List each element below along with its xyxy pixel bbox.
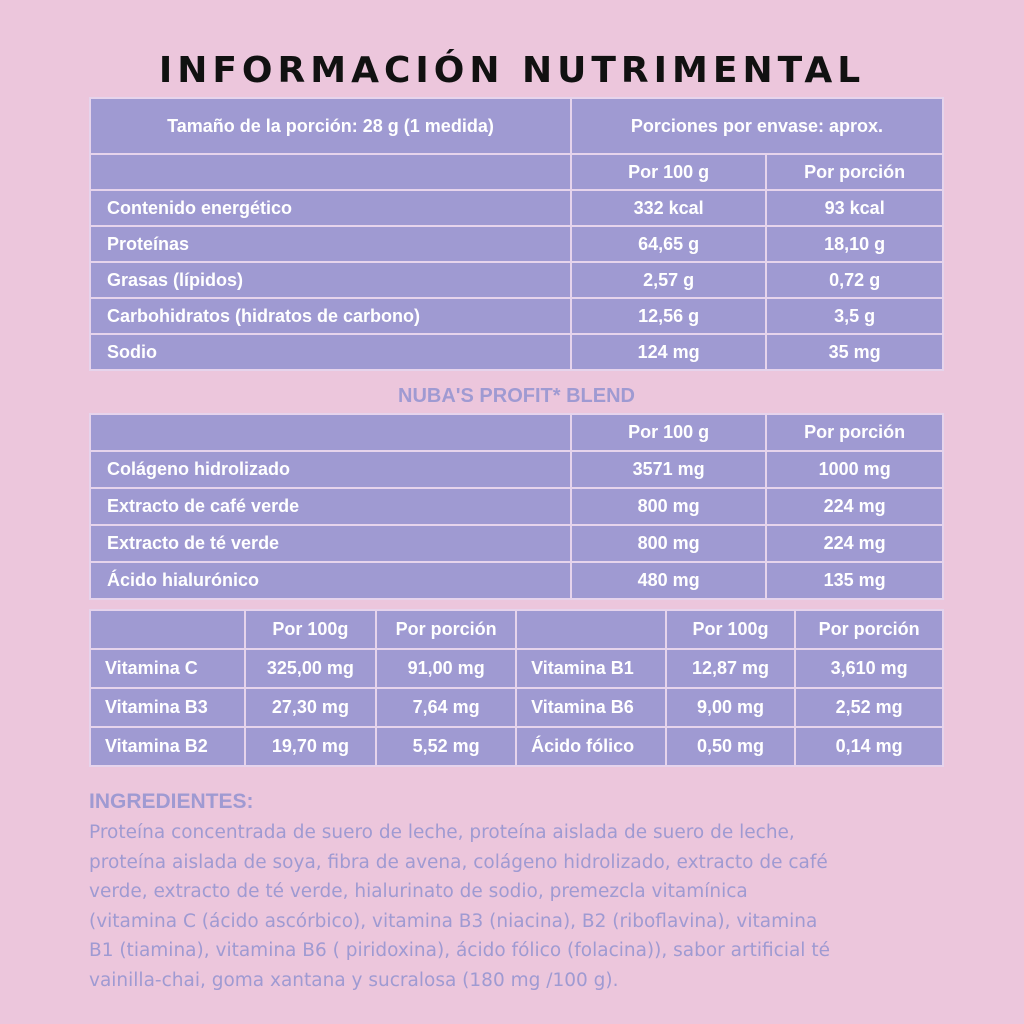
ingredients-line: (vitamina C (ácido ascórbico), vitamina … xyxy=(89,910,818,932)
table-row: Sodio 124 mg 35 mg xyxy=(89,333,944,371)
table-row: Grasas (lípidos) 2,57 g 0,72 g xyxy=(89,261,944,299)
value-per-portion: 2,52 mg xyxy=(794,687,944,728)
value-per-portion: 224 mg xyxy=(765,487,944,526)
value-per-100g: 124 mg xyxy=(569,333,768,371)
value-per-portion: 1000 mg xyxy=(765,450,944,489)
col-header-per-portion: Por porción xyxy=(794,609,944,650)
vitamin-name: Vitamina B6 xyxy=(515,687,667,728)
vitamin-name: Vitamina B2 xyxy=(89,726,246,767)
table-row: Colágeno hidrolizado 3571 mg 1000 mg xyxy=(89,450,944,489)
vitamin-name: Ácido fólico xyxy=(515,726,667,767)
empty-header-cell xyxy=(515,609,667,650)
ingredients-line: Proteína concentrada de suero de leche, … xyxy=(89,822,795,843)
value-per-portion: 93 kcal xyxy=(765,189,944,227)
table-row: Contenido energético 332 kcal 93 kcal xyxy=(89,189,944,227)
ingredients-line: proteína aislada de soya, fibra de avena… xyxy=(89,851,828,873)
value-per-portion: 0,72 g xyxy=(765,261,944,299)
value-per-100g: 480 mg xyxy=(569,561,768,600)
ingredients-text: Proteína concentrada de suero de leche, … xyxy=(89,818,949,995)
value-per-100g: 2,57 g xyxy=(569,261,768,299)
table-row: Vitamina C 325,00 mg 91,00 mg Vitamina B… xyxy=(89,648,944,689)
ingredients-line: B1 (tiamina), vitamina B6 ( piridoxina),… xyxy=(89,940,830,961)
table-header-row: Por 100g Por porción Por 100g Por porció… xyxy=(89,609,944,650)
col-header-per-portion: Por porción xyxy=(375,609,518,650)
vitamin-name: Vitamina B3 xyxy=(89,687,246,728)
blend-table: Por 100 g Por porción Colágeno hidroliza… xyxy=(89,413,944,600)
vitamin-name: Vitamina B1 xyxy=(515,648,667,689)
value-per-portion: 91,00 mg xyxy=(375,648,518,689)
page-title: INFORMACIÓN NUTRIMENTAL xyxy=(158,50,866,91)
value-per-100g: 12,56 g xyxy=(569,297,768,335)
value-per-100g: 3571 mg xyxy=(569,450,768,489)
value-per-100g: 325,00 mg xyxy=(243,648,378,689)
col-header-per-100g: Por 100g xyxy=(664,609,797,650)
table-row: Ácido hialurónico 480 mg 135 mg xyxy=(89,561,944,600)
col-header-per-100g: Por 100 g xyxy=(569,413,768,452)
table-row: Extracto de café verde 800 mg 224 mg xyxy=(89,487,944,526)
value-per-100g: 9,00 mg xyxy=(664,687,797,728)
empty-header-cell xyxy=(89,153,572,191)
nutrient-name: Contenido energético xyxy=(89,189,572,227)
col-header-per-portion: Por porción xyxy=(765,153,944,191)
ingredient-name: Extracto de café verde xyxy=(89,487,572,526)
value-per-portion: 35 mg xyxy=(765,333,944,371)
table-row: Vitamina B3 27,30 mg 7,64 mg Vitamina B6… xyxy=(89,687,944,728)
ingredient-name: Extracto de té verde xyxy=(89,524,572,563)
value-per-portion: 3,5 g xyxy=(765,297,944,335)
serving-size: Tamaño de la porción: 28 g (1 medida) xyxy=(89,97,572,155)
empty-header-cell xyxy=(89,413,572,452)
value-per-100g: 332 kcal xyxy=(569,189,768,227)
vitamin-name: Vitamina C xyxy=(89,648,246,689)
value-per-portion: 5,52 mg xyxy=(375,726,518,767)
blend-title: NUBA'S PROFIT* BLEND xyxy=(398,385,635,407)
servings-per-package: Porciones por envase: aprox. xyxy=(569,97,945,155)
ingredients-title: INGREDIENTES: xyxy=(89,790,254,813)
empty-header-cell xyxy=(89,609,246,650)
table-row: Proteínas 64,65 g 18,10 g xyxy=(89,225,944,263)
table-row: Carbohidratos (hidratos de carbono) 12,5… xyxy=(89,297,944,335)
value-per-100g: 800 mg xyxy=(569,487,768,526)
value-per-portion: 135 mg xyxy=(765,561,944,600)
ingredients-line: verde, extracto de té verde, hialurinato… xyxy=(89,881,748,902)
serving-row: Tamaño de la porción: 28 g (1 medida) Po… xyxy=(89,97,945,155)
value-per-100g: 800 mg xyxy=(569,524,768,563)
nutrient-name: Proteínas xyxy=(89,225,572,263)
ingredient-name: Colágeno hidrolizado xyxy=(89,450,572,489)
col-header-per-100g: Por 100 g xyxy=(569,153,768,191)
value-per-100g: 0,50 mg xyxy=(664,726,797,767)
table-header-row: Por 100 g Por porción xyxy=(89,413,944,452)
value-per-100g: 19,70 mg xyxy=(243,726,378,767)
value-per-100g: 27,30 mg xyxy=(243,687,378,728)
ingredient-name: Ácido hialurónico xyxy=(89,561,572,600)
col-header-per-100g: Por 100g xyxy=(243,609,378,650)
value-per-portion: 18,10 g xyxy=(765,225,944,263)
nutrient-name: Carbohidratos (hidratos de carbono) xyxy=(89,297,572,335)
value-per-100g: 12,87 mg xyxy=(664,648,797,689)
col-header-per-portion: Por porción xyxy=(765,413,944,452)
value-per-portion: 3,610 mg xyxy=(794,648,944,689)
value-per-100g: 64,65 g xyxy=(569,225,768,263)
nutrition-table: Tamaño de la porción: 28 g (1 medida) Po… xyxy=(89,97,945,371)
nutrient-name: Sodio xyxy=(89,333,572,371)
table-row: Extracto de té verde 800 mg 224 mg xyxy=(89,524,944,563)
vitamins-table: Por 100g Por porción Por 100g Por porció… xyxy=(89,609,944,767)
value-per-portion: 7,64 mg xyxy=(375,687,518,728)
table-row: Vitamina B2 19,70 mg 5,52 mg Ácido fólic… xyxy=(89,726,944,767)
nutrient-name: Grasas (lípidos) xyxy=(89,261,572,299)
ingredients-line: vainilla-chai, goma xantana y sucralosa … xyxy=(89,969,619,991)
value-per-portion: 0,14 mg xyxy=(794,726,944,767)
value-per-portion: 224 mg xyxy=(765,524,944,563)
table-header-row: Por 100 g Por porción xyxy=(89,153,944,191)
